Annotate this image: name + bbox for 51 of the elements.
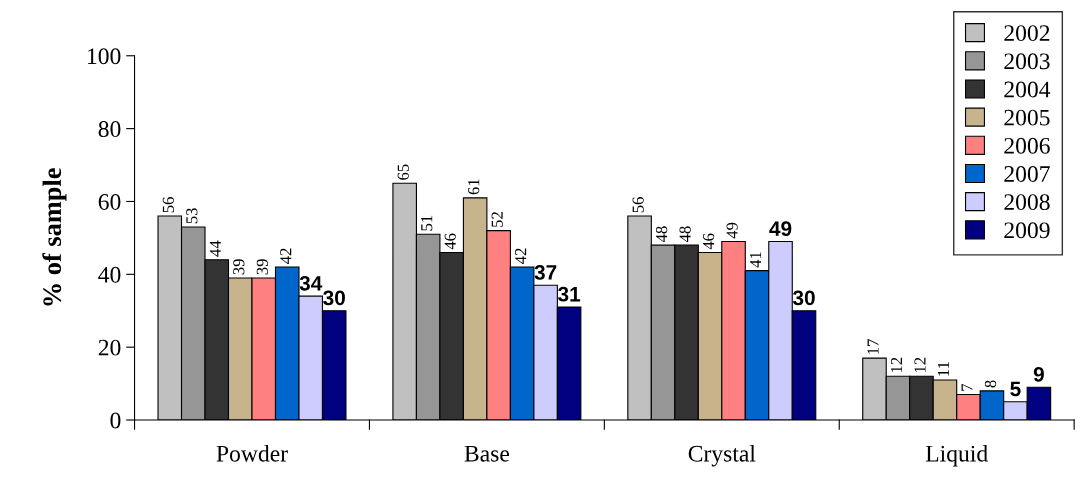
legend-label: 2005	[1004, 109, 1050, 126]
y-tick-label: 60	[98, 193, 121, 210]
x-tick-label: Crystal	[688, 445, 756, 467]
legend-label: 2004	[1004, 81, 1051, 98]
data-label: 52	[491, 212, 503, 227]
data-label: 49	[726, 222, 738, 239]
x-tick-label: Base	[464, 445, 510, 462]
data-label: 51	[421, 215, 433, 231]
data-label: 39	[233, 259, 245, 275]
data-label: 56	[632, 197, 644, 213]
y-tick-label: 0	[110, 412, 121, 429]
legend-label: 2002	[1004, 25, 1050, 42]
y-tick-label: 100	[88, 48, 121, 65]
data-label: 39	[256, 259, 268, 275]
data-label: 12	[914, 357, 926, 373]
data-label: 11	[937, 362, 949, 376]
data-label: 30	[792, 290, 815, 306]
data-label: 31	[558, 286, 581, 302]
data-label: 37	[534, 264, 557, 280]
legend-label: 2006	[1004, 137, 1050, 154]
data-label: 9	[1033, 366, 1044, 382]
y-tick-label: 40	[98, 266, 121, 283]
data-label: 17	[867, 339, 879, 354]
data-label: 53	[186, 208, 198, 224]
legend-label: 2007	[1004, 165, 1050, 182]
y-axis-title: % of sample	[42, 168, 67, 306]
legend-label: 2008	[1004, 194, 1050, 211]
data-label: 48	[656, 226, 668, 243]
data-label: 44	[209, 240, 221, 257]
data-label: 56	[162, 197, 174, 213]
x-tick-label: Powder	[216, 445, 288, 462]
x-tick-label: Liquid	[925, 445, 988, 467]
data-label: 7	[961, 383, 973, 391]
data-label: 42	[515, 248, 527, 264]
data-label: 49	[769, 221, 792, 237]
data-label: 42	[280, 248, 292, 264]
data-label: 5	[1010, 381, 1021, 397]
data-label: 30	[323, 290, 345, 306]
y-tick-label: 80	[98, 121, 121, 138]
data-label: 12	[890, 357, 902, 373]
data-label: 46	[444, 233, 456, 250]
y-tick-label: 20	[98, 339, 121, 356]
data-label: 41	[750, 252, 762, 268]
data-label: 8	[984, 380, 997, 388]
data-label: 46	[703, 233, 715, 250]
data-label: 65	[397, 164, 409, 180]
legend-label: 2009	[1004, 222, 1050, 239]
legend-label: 2003	[1004, 53, 1050, 70]
data-label: 61	[468, 179, 480, 195]
data-label: 48	[679, 226, 691, 243]
data-label: 34	[299, 275, 323, 291]
